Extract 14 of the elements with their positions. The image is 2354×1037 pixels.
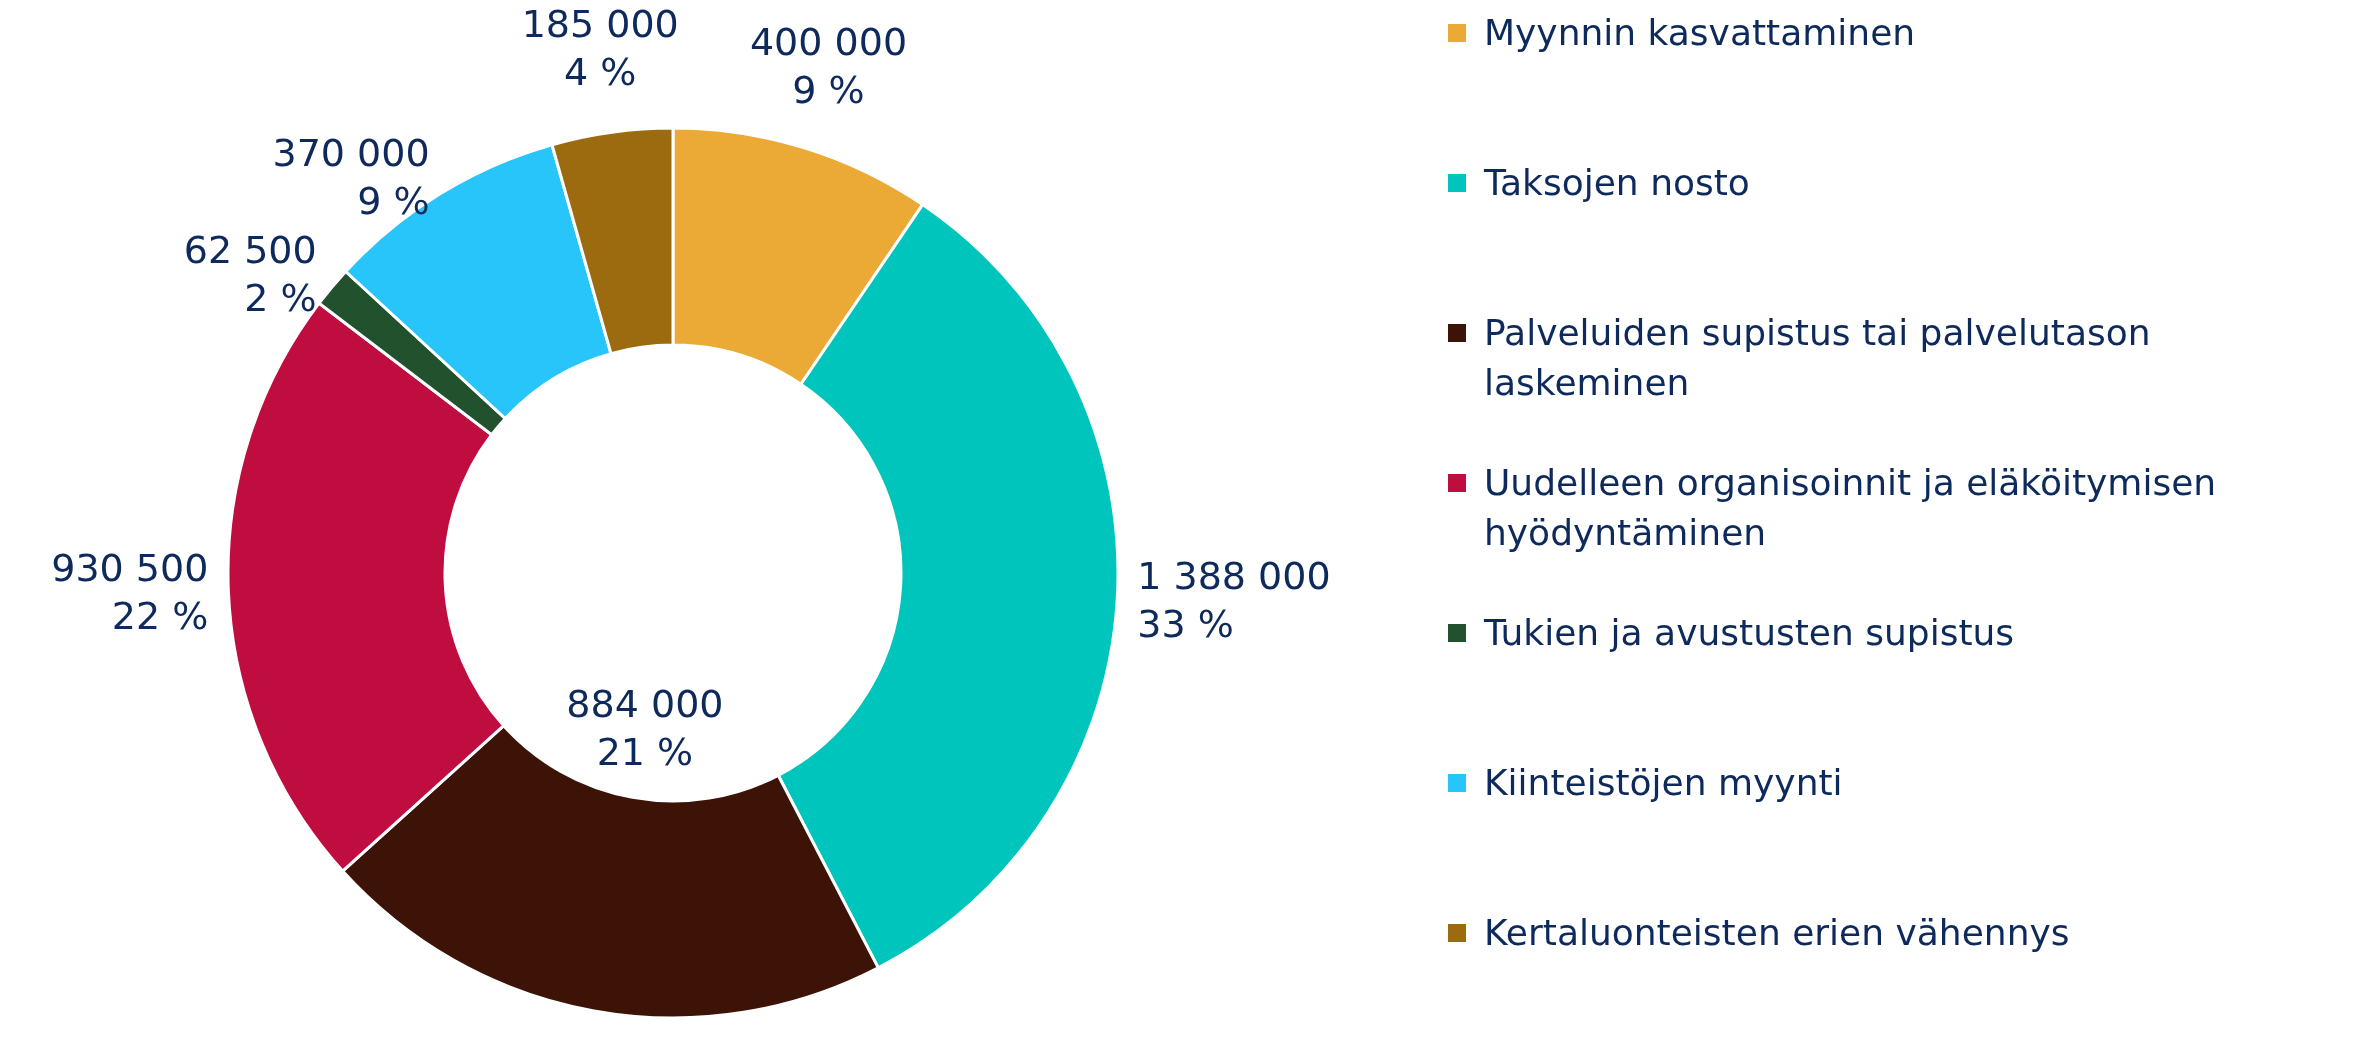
legend-label: Uudelleen organisoinnit ja eläköitymisen hyödyntäminen — [1484, 461, 2218, 555]
legend-label: Kertaluonteisten erien vähennys — [1484, 911, 2070, 955]
data-label: 884 000 21 % — [566, 682, 724, 775]
legend-label: Kiinteistöjen myynti — [1484, 761, 1843, 805]
data-label: 1 388 000 33 % — [1137, 553, 1331, 646]
data-label: 930 500 22 % — [51, 546, 209, 639]
data-label: 185 000 4 % — [521, 2, 679, 95]
data-label: 370 000 9 % — [272, 130, 430, 223]
data-label: 62 500 2 % — [183, 228, 317, 321]
data-label: 400 000 9 % — [749, 20, 908, 113]
legend-label: Tukien ja avustusten supistus — [1484, 611, 2015, 655]
legend-label: Palveluiden supistus tai palvelutason laskeminen — [1484, 311, 2152, 405]
legend-label: Myynnin kasvattaminen — [1484, 11, 1916, 55]
legend-label: Taksojen nosto — [1484, 161, 1750, 205]
